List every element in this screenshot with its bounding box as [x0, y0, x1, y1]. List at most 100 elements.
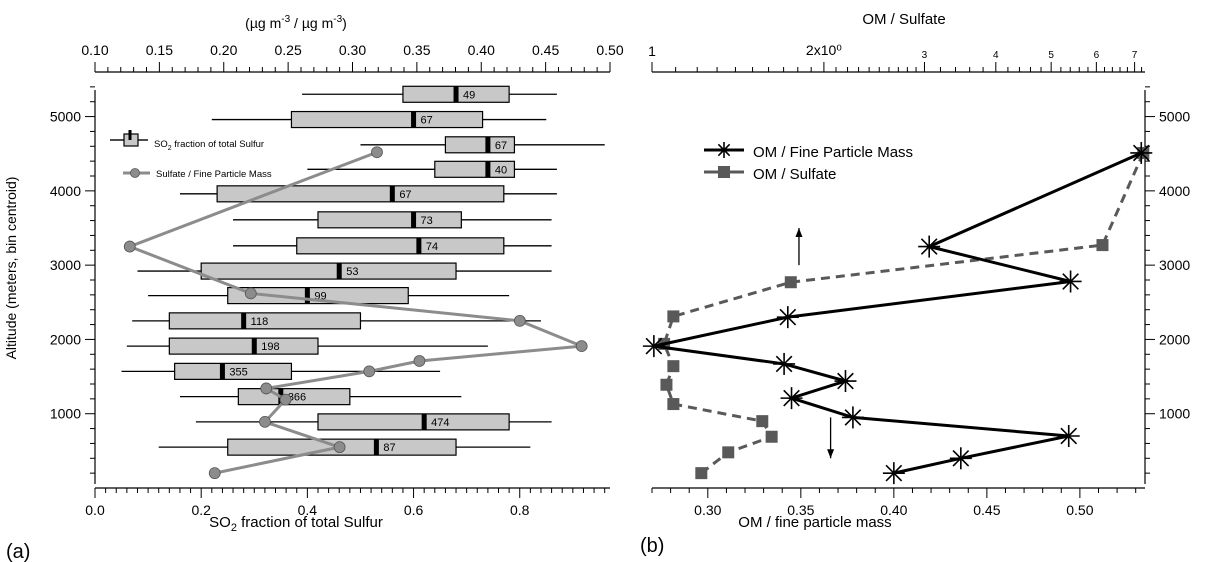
iqr-box [434, 160, 516, 178]
arrow-head [795, 228, 803, 237]
star-stroke [783, 389, 800, 407]
median-bar [416, 237, 422, 254]
om-fpm-point [841, 406, 864, 429]
om-fpm-point [776, 306, 799, 329]
median-bar [336, 263, 342, 280]
om-sulfate-point [695, 467, 708, 480]
y-tick-label: 5000 [50, 109, 81, 125]
legend-box-label: SO2 fraction of total Sulfur [154, 139, 264, 152]
x-tick-label-bottom: 0.45 [973, 502, 1000, 518]
box-count-label: 355 [229, 366, 247, 378]
median-bar [389, 185, 395, 202]
panel-b-xlabel-bottom: OM / fine particle mass [738, 514, 891, 531]
panel-b-series [642, 141, 1153, 485]
iqr-box [200, 262, 457, 280]
sulfate-point [208, 467, 221, 480]
iqr-box [317, 211, 462, 229]
x-tick-label-top: 0.45 [532, 42, 559, 58]
om-fpm-point [773, 352, 796, 375]
median-bar [219, 363, 225, 380]
star-stroke [779, 308, 797, 326]
legend-star-marker [716, 142, 732, 158]
x-tick-label-top: 0.25 [275, 42, 302, 58]
sulfate-point [244, 287, 257, 300]
box-count-label: 87 [383, 442, 395, 454]
panel-b-ticks: 0.30 0.35 0.40 0.45 0.50 1 2x10⁰ 3 4 5 6 7 1000 2000 3… [648, 42, 1190, 518]
panel-b-xlabel-top: OM / Sulfate [862, 11, 945, 28]
star-stroke [717, 143, 731, 157]
x-tick-label-bottom: 0.0 [85, 502, 105, 518]
x-tick-label-top: 5 [1048, 50, 1054, 61]
om-sulfate-point [765, 430, 778, 443]
iqr-box [216, 185, 505, 203]
sulfate-line [125, 150, 583, 475]
star-stroke [1132, 144, 1150, 162]
star-stroke [1060, 427, 1078, 445]
x-tick-label-bottom: 0.2 [191, 502, 211, 518]
x-tick-label-bottom: 0.30 [694, 502, 721, 518]
om-sulfate-point [784, 276, 797, 289]
sulfate-point [413, 355, 426, 367]
om-sulfate-point [667, 360, 680, 373]
star-stroke [952, 449, 970, 467]
x-tick-label-top: 0.15 [146, 42, 173, 58]
iqr-box [168, 337, 319, 355]
sulfate-point [259, 415, 271, 428]
box-count-label: 67 [421, 115, 433, 127]
legend-star [716, 142, 732, 158]
panel-a-xlabel-bottom: SO2 fraction of total Sulfur [209, 514, 383, 534]
legend-median-marker [128, 130, 132, 140]
om-fpm-point [918, 235, 941, 258]
x-tick-label-bottom: 0.35 [787, 502, 814, 518]
legend-line-label: Sulfate / Fine Particle Mass [156, 169, 272, 180]
box-count-label: 118 [251, 316, 269, 328]
panel-b-legend: OM / Fine Particle Mass OM / Sulfate [704, 142, 913, 183]
x-tick-label-bottom: 0.6 [404, 502, 424, 518]
panel-b-label: (b) [640, 535, 664, 557]
legend-circle-marker [130, 168, 140, 178]
om-fpm-point [1130, 141, 1153, 164]
panel-a-label: (a) [6, 541, 30, 562]
arrow-head [827, 449, 835, 459]
panel-a: 0.0 0.2 0.4 0.6 0.8 0.10 0.15 0.20 0.25 0.30 0.35 0… [3, 14, 624, 562]
iqr-box [296, 237, 505, 255]
star-stroke [920, 238, 938, 255]
om-sulfate-point [667, 310, 680, 323]
x-tick-label-top: 0.35 [403, 42, 430, 58]
median-bar [411, 211, 417, 228]
y-tick-label: 2000 [1159, 331, 1190, 347]
y-tick-label: 4000 [50, 183, 81, 199]
box-count-label: 40 [495, 164, 507, 176]
box-count-label: 366 [288, 392, 306, 404]
star-stroke [1062, 273, 1079, 290]
om-sulfate-point [1096, 239, 1109, 252]
sulfate-point [279, 393, 292, 406]
sulfate-point [333, 441, 346, 454]
x-tick-label-top: 0.40 [468, 42, 495, 58]
x-tick-label-bottom: 0.8 [510, 502, 530, 518]
median-bar [453, 86, 459, 103]
y-tick-label: 2000 [50, 331, 81, 347]
sulfate-point [575, 340, 588, 353]
box-count-label: 67 [399, 189, 411, 201]
y-tick-label: 3000 [1159, 257, 1190, 273]
star-stroke [885, 464, 903, 482]
iqr-box [317, 413, 510, 431]
om-fpm-point [834, 370, 857, 393]
iqr-box [290, 110, 484, 129]
panel-a-ylabel: Altitude (meters, bin centroid) [3, 177, 19, 360]
x-tick-label-top: 0.50 [596, 42, 623, 58]
sulfate-point [513, 314, 526, 327]
x-tick-label-top: 4 [993, 50, 999, 61]
x-tick-label-top: 0.10 [81, 42, 108, 58]
sulfate-point [260, 382, 273, 395]
panel-b-arrows [795, 228, 835, 459]
om-fpm-point [1059, 270, 1082, 293]
x-tick-label-top: 7 [1132, 50, 1138, 61]
x-tick-label-top: 2x10⁰ [806, 42, 842, 58]
y-tick-label: 4000 [1159, 183, 1190, 199]
iqr-box [444, 136, 516, 154]
panel-a-whiskers [121, 93, 605, 448]
median-bar [304, 287, 310, 304]
